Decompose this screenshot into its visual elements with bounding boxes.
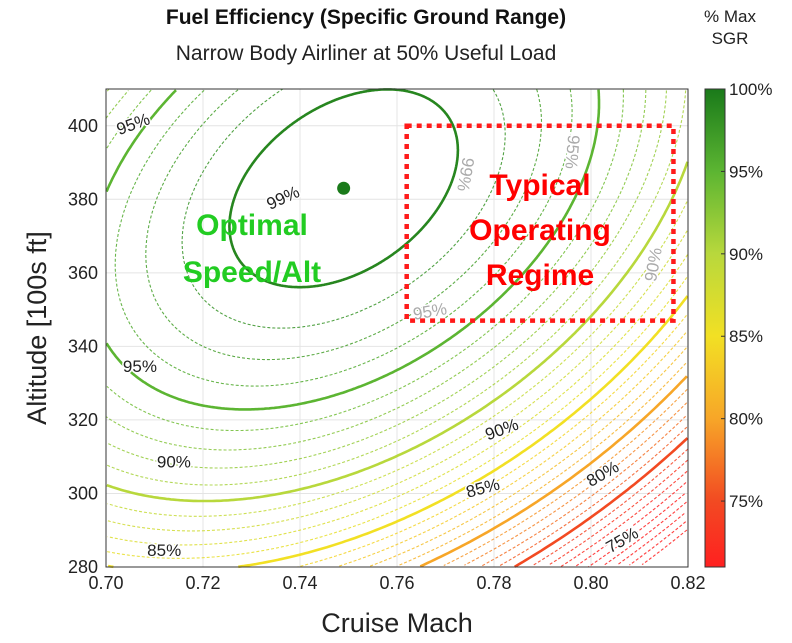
chart-subtitle: Narrow Body Airliner at 50% Useful Load xyxy=(175,42,557,65)
contour-line-70 xyxy=(587,493,685,568)
contour-line-95 xyxy=(105,89,177,193)
contour-line-88 xyxy=(107,230,688,532)
chart-title: Fuel Efficiency (Specific Ground Range) xyxy=(165,6,567,29)
contour-label: 80% xyxy=(583,457,622,490)
contour-line-90 xyxy=(106,161,689,503)
contour-line-72 xyxy=(560,470,688,568)
contour-line-93 xyxy=(105,90,647,451)
contour-line-75 xyxy=(514,437,689,568)
contour-label: 90% xyxy=(157,453,191,472)
y-tick-label: 340 xyxy=(68,336,98,356)
colorbar-tick-label: 100% xyxy=(729,80,772,99)
contour-lines xyxy=(105,88,689,569)
contour-label: 90% xyxy=(483,415,521,444)
contour-line-97 xyxy=(145,89,543,361)
colorbar-tick-label: 90% xyxy=(729,245,763,264)
operating-regime-label: Regime xyxy=(486,259,594,292)
contour-line-77 xyxy=(481,415,686,567)
colorbar-title-line2: SGR xyxy=(711,29,749,48)
contour-line-99 xyxy=(228,88,460,289)
contour-line-66 xyxy=(641,529,688,566)
contour-line-89 xyxy=(107,201,688,517)
operating-regime-label: Typical xyxy=(489,169,590,202)
contour-line-85 xyxy=(238,295,689,569)
optimal-annotation-line: Speed/Alt xyxy=(183,256,321,289)
y-tick-label: 320 xyxy=(68,410,98,430)
contour-label: 95% xyxy=(123,357,157,376)
contour-line-81 xyxy=(397,362,687,567)
contour-label: 90% xyxy=(641,246,666,283)
x-tick-label: 0.82 xyxy=(670,573,705,593)
x-tick-label: 0.76 xyxy=(379,573,414,593)
contour-label: 95% xyxy=(114,110,152,139)
y-tick-label: 300 xyxy=(68,483,98,503)
contour-label: 95% xyxy=(561,134,583,170)
colorbar-tick-label: 75% xyxy=(729,492,763,511)
contour-line-95 xyxy=(105,89,601,411)
contour-line-78 xyxy=(464,402,688,566)
colorbar-title-line1: % Max xyxy=(704,7,756,26)
y-tick-label: 380 xyxy=(68,189,98,209)
optimal-annotation-line: Optimal xyxy=(196,209,308,242)
contour-label: 85% xyxy=(464,475,502,502)
contour-line-80 xyxy=(419,375,688,568)
x-tick-label: 0.72 xyxy=(185,573,220,593)
contour-line-74 xyxy=(533,448,689,566)
contour-line-92 xyxy=(106,88,110,92)
colorbar-tick-label: 85% xyxy=(729,327,763,346)
colorbar-tick-label: 95% xyxy=(729,162,763,181)
contour-line-68 xyxy=(616,513,685,566)
x-tick-label: 0.70 xyxy=(88,573,123,593)
contour-line-87 xyxy=(107,254,688,546)
contour-line-79 xyxy=(443,389,688,566)
contour-line-82 xyxy=(369,347,687,568)
optimum-point xyxy=(337,181,351,195)
contour-line-86 xyxy=(105,277,688,559)
contour-line-69 xyxy=(604,501,687,566)
x-tick-label: 0.74 xyxy=(282,573,317,593)
contour-line-93 xyxy=(105,90,129,119)
x-tick-label: 0.80 xyxy=(573,573,608,593)
contour-line-92 xyxy=(107,90,667,469)
contour-line-73 xyxy=(548,459,688,566)
contour-line-76 xyxy=(499,426,688,567)
contour-line-67 xyxy=(629,521,687,566)
y-tick-label: 360 xyxy=(68,263,98,283)
plot-frame xyxy=(105,88,689,568)
x-axis-label: Cruise Mach xyxy=(321,608,473,638)
y-tick-label: 280 xyxy=(68,557,98,577)
contour-line-91 xyxy=(106,90,687,486)
x-tick-label: 0.78 xyxy=(476,573,511,593)
operating-regime-label: Operating xyxy=(469,214,611,247)
colorbar-title: % Max SGR xyxy=(690,6,770,50)
contour-line-83 xyxy=(338,332,687,567)
contour-line-84 xyxy=(297,315,687,568)
operating-regime-box xyxy=(404,123,676,323)
contour-line-71 xyxy=(576,482,687,567)
contour-line-94 xyxy=(106,89,152,149)
colorbar-tick-label: 80% xyxy=(729,410,763,429)
contour-line-96 xyxy=(114,89,573,387)
y-tick-label: 400 xyxy=(68,116,98,136)
colorbar xyxy=(704,88,726,568)
contour-line-94 xyxy=(106,89,624,432)
contour-label: 85% xyxy=(147,541,181,560)
y-axis-label: Altitude [100s ft] xyxy=(22,231,52,425)
